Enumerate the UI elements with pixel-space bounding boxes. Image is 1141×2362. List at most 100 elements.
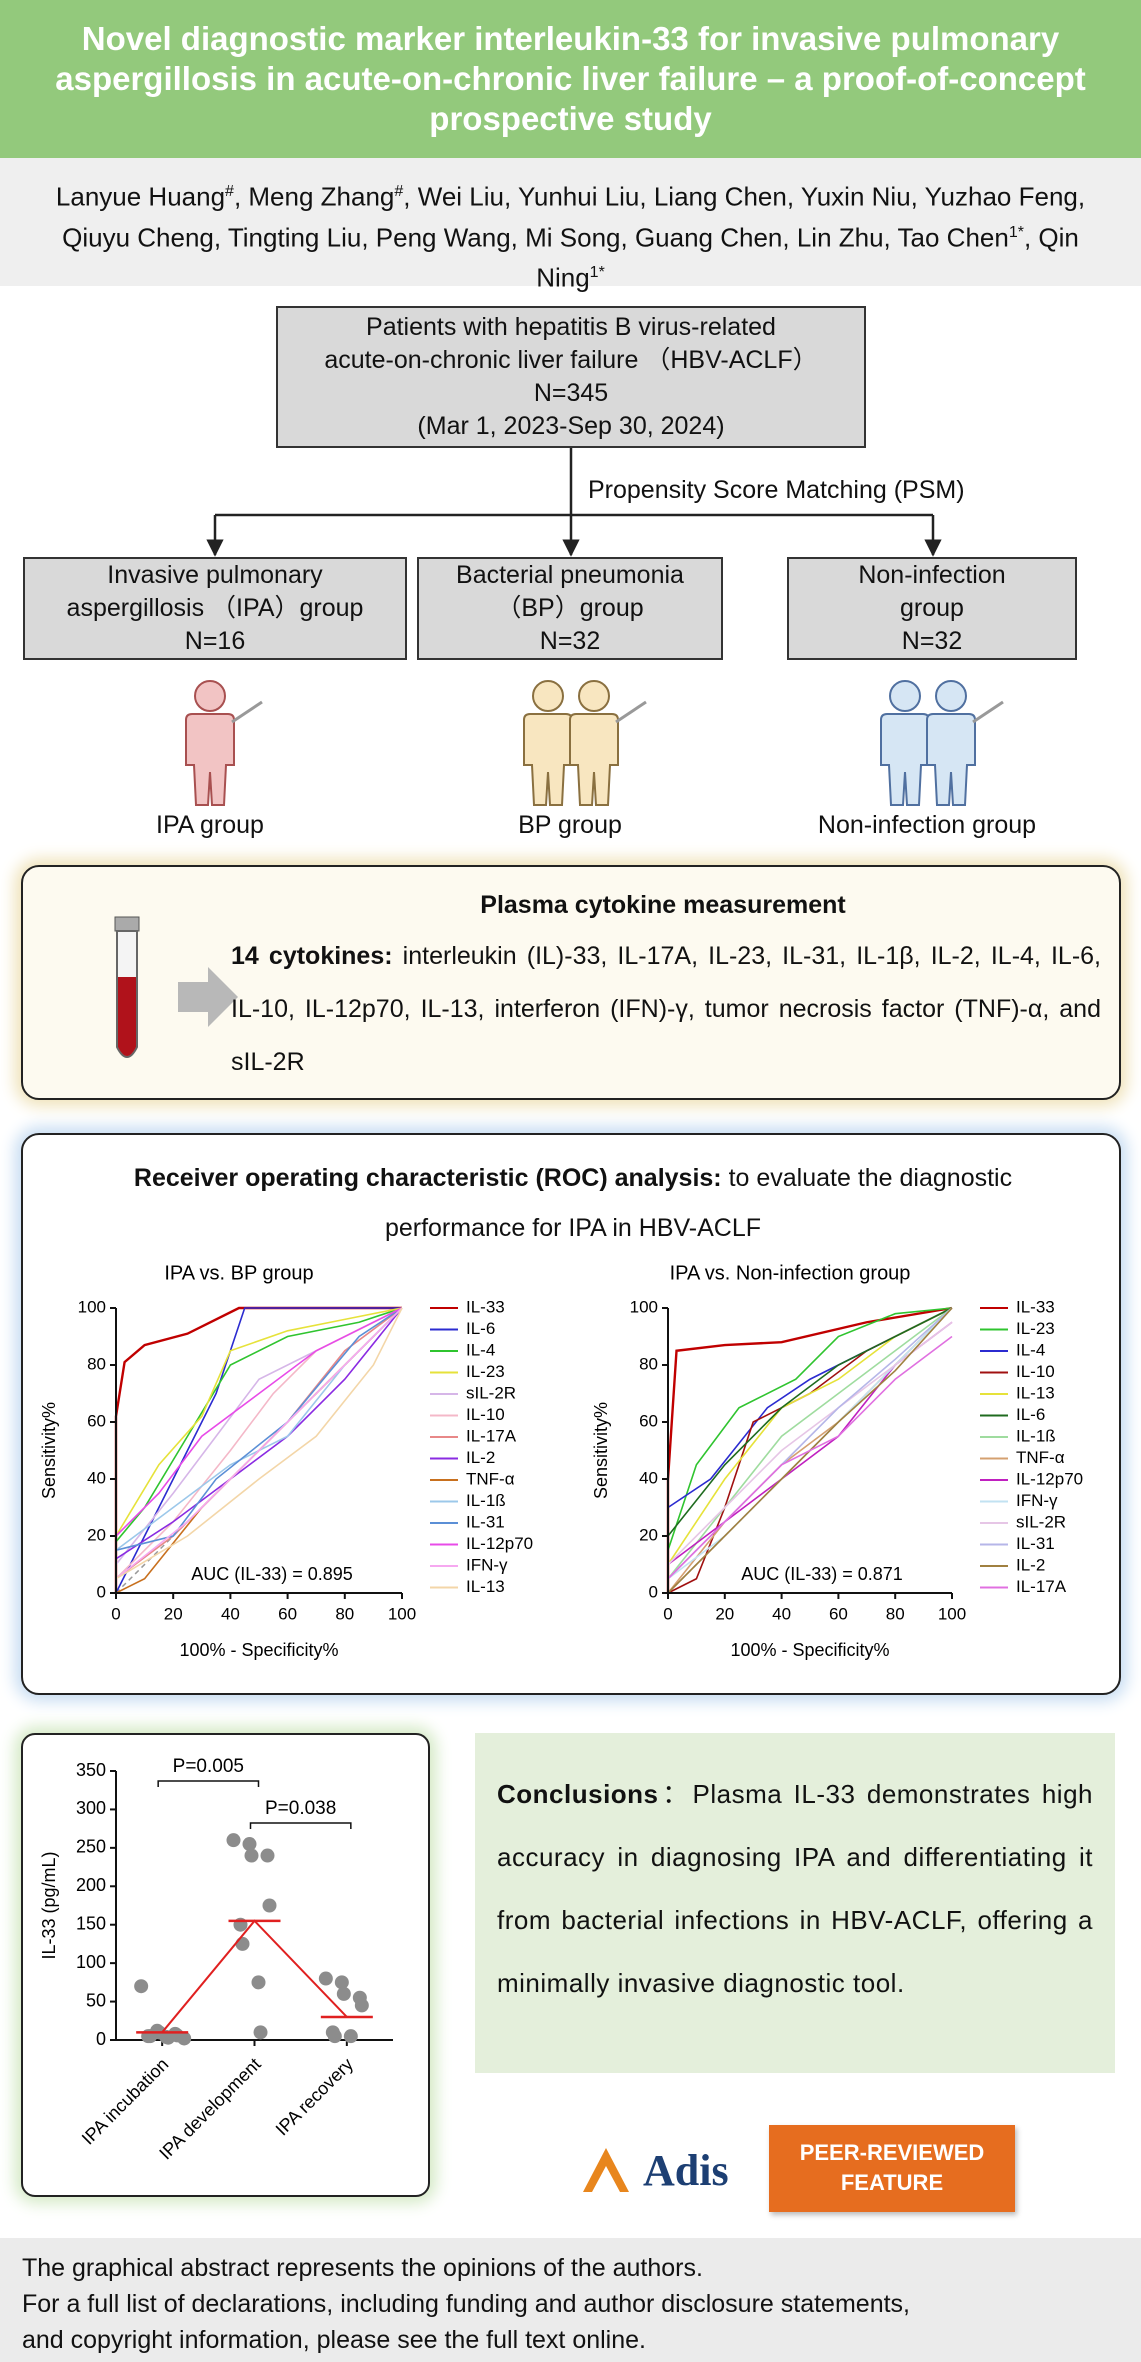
header: Novel diagnostic marker interleukin-33 f… bbox=[0, 0, 1141, 158]
psm-label: Propensity Score Matching (PSM) bbox=[588, 476, 965, 504]
legend-label: IL-33 bbox=[1016, 1297, 1055, 1316]
data-point bbox=[318, 1971, 333, 1986]
x-axis-label: 100% - Specificity% bbox=[730, 1640, 889, 1660]
data-point bbox=[251, 1975, 266, 1990]
legend-label: IL-23 bbox=[466, 1362, 505, 1381]
roc-text: to evaluate the diagnostic performance f… bbox=[384, 1164, 1013, 1242]
x-tick-label: 60 bbox=[278, 1604, 297, 1623]
person-icon bbox=[523, 680, 573, 806]
legend-label: sIL-2R bbox=[1016, 1512, 1066, 1531]
legend-label: IL-13 bbox=[1016, 1383, 1055, 1402]
y-tick-label: 0 bbox=[96, 2029, 106, 2049]
author-mark: 1* bbox=[589, 264, 605, 282]
roc-curve bbox=[115, 1307, 403, 1537]
roc-label: Receiver operating characteristic (ROC) … bbox=[133, 1164, 722, 1192]
group-label: BP group bbox=[518, 811, 622, 839]
legend-label: IL-4 bbox=[1016, 1340, 1045, 1359]
legend-label: IL-17A bbox=[466, 1426, 517, 1445]
data-point bbox=[260, 1848, 275, 1863]
box-line: Non-infection bbox=[858, 561, 1006, 589]
y-tick-label: 80 bbox=[639, 1354, 658, 1373]
x-tick-label: 100 bbox=[388, 1604, 416, 1623]
x-tick-label: IPA recovery bbox=[272, 2054, 357, 2139]
footer-line: and copyright information, please see th… bbox=[22, 2326, 646, 2354]
data-point bbox=[343, 2029, 358, 2044]
box-line: (Mar 1, 2023-Sep 30, 2024) bbox=[417, 412, 725, 440]
legend-label: IL-12p70 bbox=[466, 1534, 533, 1553]
head bbox=[532, 680, 564, 712]
box-line: Invasive pulmonary bbox=[107, 561, 323, 589]
auc-annotation: AUC (IL-33) = 0.871 bbox=[741, 1564, 903, 1584]
box-line: aspergillosis （IPA）group bbox=[66, 594, 364, 622]
author-names: , Meng Zhang bbox=[233, 181, 395, 212]
y-tick-label: 250 bbox=[76, 1837, 106, 1857]
x-tick-label: 100 bbox=[938, 1604, 966, 1623]
cohort-box: Patients with hepatitis B virus-related a… bbox=[276, 306, 866, 448]
legend-label: IL-1ß bbox=[466, 1491, 506, 1510]
legend-label: IL-23 bbox=[1016, 1319, 1055, 1338]
legend-label: IL-2 bbox=[1016, 1555, 1045, 1574]
cytokine-text: 14 cytokines: interleukin (IL)-33, IL-17… bbox=[231, 930, 1101, 1089]
y-tick-label: 0 bbox=[649, 1582, 658, 1601]
adis-mark bbox=[583, 2148, 629, 2192]
box-line: N=32 bbox=[539, 627, 601, 655]
badge-line: FEATURE bbox=[840, 2170, 944, 2195]
roc-charts: IPA vs. BP group IL-33 IL-6 IL-4 IL-23 sIL-2R… bbox=[39, 1262, 1083, 1660]
y-tick-label: 100 bbox=[76, 1952, 106, 1972]
x-tick-label: 0 bbox=[111, 1604, 120, 1623]
x-tick-label: 80 bbox=[886, 1604, 905, 1623]
legend-label: IL-33 bbox=[466, 1297, 505, 1316]
roc-curve bbox=[667, 1307, 953, 1551]
roc-curve bbox=[115, 1307, 403, 1580]
conclusions-text: ：Plasma IL-33 demonstrates high accuracy… bbox=[497, 1779, 1093, 1998]
y-tick-label: 350 bbox=[76, 1760, 106, 1780]
y-axis-label: IL-33 (pg/mL) bbox=[39, 1851, 59, 1959]
legend-label: IL-2 bbox=[466, 1448, 495, 1467]
roc-curve bbox=[115, 1307, 402, 1594]
publisher: Adis bbox=[643, 2146, 729, 2195]
x-tick-label: IPA development bbox=[155, 2054, 264, 2163]
data-point bbox=[235, 1936, 250, 1951]
x-tick-label: 40 bbox=[772, 1604, 791, 1623]
legend-label: IL-1ß bbox=[1016, 1426, 1056, 1445]
axes bbox=[115, 1771, 393, 2041]
footer: The graphical abstract represents the op… bbox=[0, 2238, 1141, 2362]
auc-annotation: AUC (IL-33) = 0.895 bbox=[191, 1564, 353, 1584]
person-icon bbox=[185, 680, 235, 806]
box-line: Bacterial pneumonia bbox=[456, 561, 684, 589]
author-mark: # bbox=[225, 183, 234, 200]
cytokine-list: interleukin (IL)-33, IL-17A, IL-23, IL-3… bbox=[231, 942, 1101, 1076]
y-tick-label: 60 bbox=[87, 1411, 106, 1430]
x-tick-label: 60 bbox=[829, 1604, 848, 1623]
person-icon bbox=[926, 680, 976, 806]
body bbox=[523, 713, 573, 806]
legend-label: IFN-γ bbox=[1016, 1491, 1058, 1510]
p-value: P=0.005 bbox=[173, 1756, 244, 1777]
legend-label: sIL-2R bbox=[466, 1383, 516, 1402]
author-names: , Wei Liu, Yunhui Liu, Liang Chen, Yuxin… bbox=[62, 181, 1086, 253]
group-box: Non-infection group N=32 bbox=[787, 557, 1077, 660]
data-point bbox=[242, 1837, 257, 1852]
roc-curve bbox=[115, 1307, 403, 1580]
legend-label: IL-13 bbox=[466, 1577, 505, 1596]
data-point bbox=[134, 1979, 149, 1994]
y-axis-label: Sensitivity% bbox=[39, 1402, 59, 1499]
cytokine-label: 14 cytokines: bbox=[231, 942, 393, 970]
head bbox=[889, 680, 921, 712]
conclusions: Conclusions：Plasma IL-33 demonstrates hi… bbox=[475, 1733, 1115, 2073]
p-value: P=0.038 bbox=[265, 1798, 336, 1819]
legend-label: IL-6 bbox=[466, 1319, 495, 1338]
y-tick-label: 100 bbox=[630, 1297, 658, 1316]
legend-label: IL-4 bbox=[466, 1340, 495, 1359]
x-axis-label: 100% - Specificity% bbox=[179, 1640, 338, 1660]
flow-connectors bbox=[185, 448, 1004, 806]
data-point bbox=[161, 2030, 176, 2045]
dot-plot: 0 50 100 150 200 250 300 350 IL-33 (pg/mL) IPA in… bbox=[39, 1756, 393, 2163]
roc-curve bbox=[667, 1307, 953, 1537]
syringe bbox=[231, 700, 263, 724]
x-tick-label: 0 bbox=[663, 1604, 672, 1623]
cytokine-title: Plasma cytokine measurement bbox=[480, 891, 846, 919]
legend-label: IFN-γ bbox=[466, 1555, 508, 1574]
roc-heading: Receiver operating characteristic (ROC) … bbox=[113, 1153, 1033, 1253]
